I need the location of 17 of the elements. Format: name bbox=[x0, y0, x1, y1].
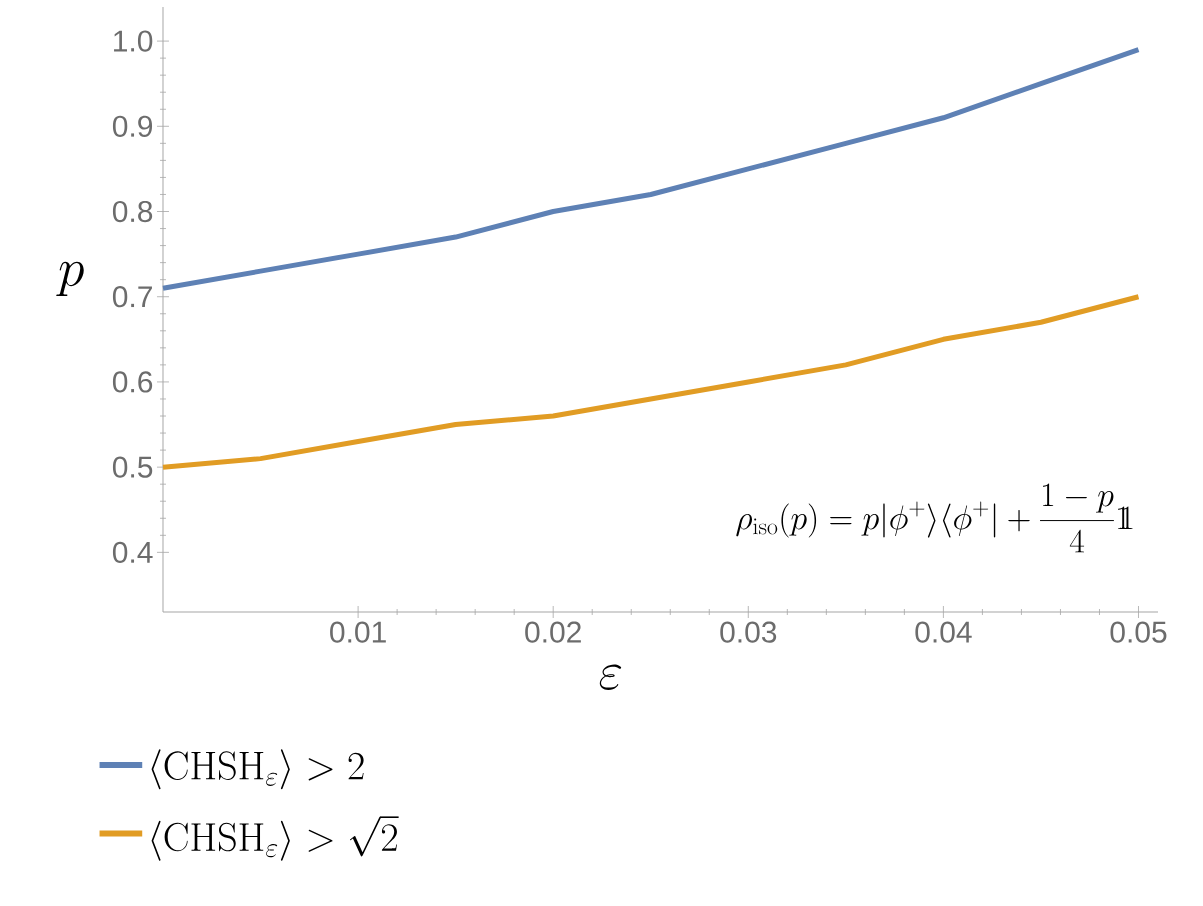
y-axis-title: $p$ bbox=[56, 261, 84, 297]
y-tick-label: 0.5 bbox=[112, 456, 153, 478]
y-tick-label: 0.6 bbox=[112, 371, 153, 393]
x-tick-label: 0.03 bbox=[720, 621, 777, 643]
x-tick-label: 0.05 bbox=[1110, 621, 1167, 643]
annotation: $\rho_{\mathrm{iso}}(p) = p|\phi^+\rangle\langle\phi^+| + \frac{1-p}{4}1\!\!1$ bbox=[736, 483, 1133, 553]
y-tick-label: 0.7 bbox=[112, 286, 152, 308]
x-tick-label: 0.04 bbox=[915, 621, 972, 643]
y-tick-label: 0.9 bbox=[112, 115, 153, 137]
y-tick-label: 0.8 bbox=[112, 200, 153, 223]
legend-label: $\langle\mathrm{CHSH}_\varepsilon\rangle > \sqrt{2}$ bbox=[151, 816, 399, 861]
x-axis-title: $\varepsilon$ bbox=[599, 664, 622, 690]
x-tick-label: 0.02 bbox=[525, 621, 581, 643]
legend-label: $\langle\mathrm{CHSH}_\varepsilon\rangle > 2$ bbox=[151, 749, 364, 790]
y-tick-label: 1.0 bbox=[114, 30, 153, 52]
x-tick-label: 0.01 bbox=[330, 621, 386, 643]
y-tick-label: 0.4 bbox=[112, 541, 153, 563]
